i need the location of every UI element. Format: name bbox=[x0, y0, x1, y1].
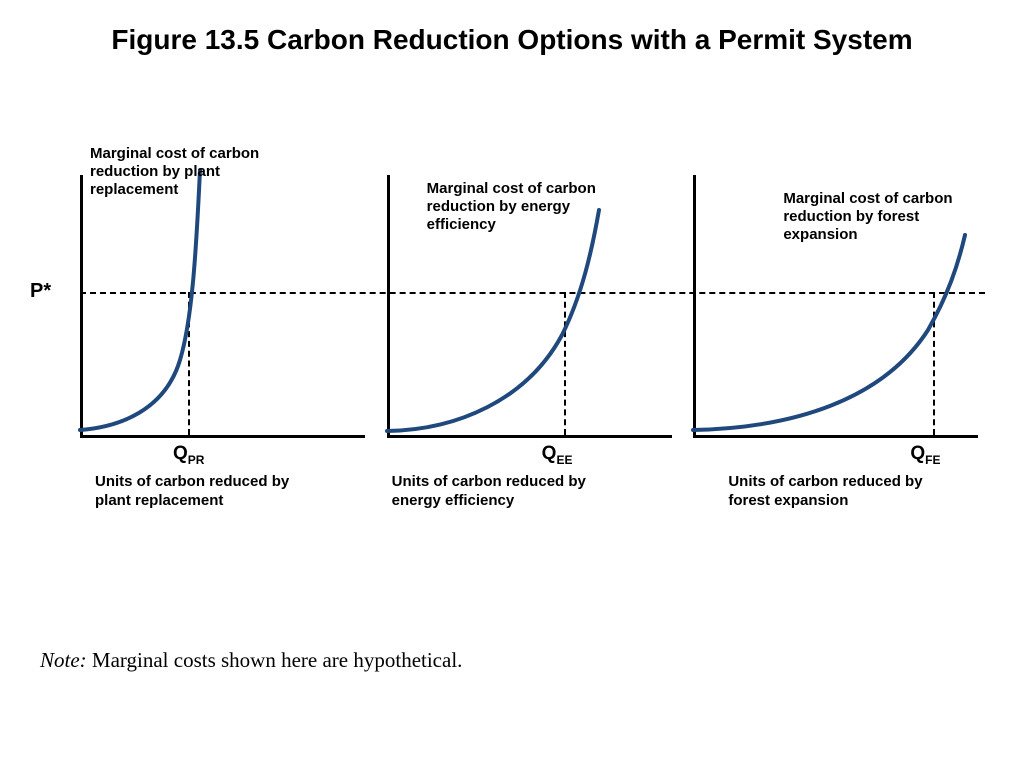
q-label-main: Q bbox=[542, 443, 557, 464]
x-axis-caption: Units of carbon reduced by forest expans… bbox=[728, 473, 938, 511]
marginal-cost-curve bbox=[80, 175, 365, 435]
note-text: Marginal costs shown here are hypothetic… bbox=[87, 648, 463, 672]
q-label-sub: EE bbox=[556, 453, 572, 467]
curve-label: Marginal cost of carbon reduction by for… bbox=[783, 190, 963, 244]
q-label-main: Q bbox=[910, 443, 925, 464]
curve-label: Marginal cost of carbon reduction by ene… bbox=[427, 180, 607, 234]
chart-plant-replacement: Marginal cost of carbon reduction by pla… bbox=[65, 175, 362, 435]
curve-label: Marginal cost of carbon reduction by pla… bbox=[90, 145, 270, 199]
q-label: QFE bbox=[910, 443, 940, 467]
x-axis-caption: Units of carbon reduced by plant replace… bbox=[95, 473, 305, 511]
charts-container: Marginal cost of carbon reduction by pla… bbox=[65, 175, 985, 505]
x-axis bbox=[387, 435, 672, 438]
q-label-main: Q bbox=[173, 443, 188, 464]
chart-energy-efficiency: Marginal cost of carbon reduction by ene… bbox=[372, 175, 669, 435]
q-label-sub: PR bbox=[188, 453, 205, 467]
footnote: Note: Marginal costs shown here are hypo… bbox=[40, 648, 462, 673]
x-axis-caption: Units of carbon reduced by energy effici… bbox=[392, 473, 602, 511]
x-axis bbox=[80, 435, 365, 438]
x-axis bbox=[693, 435, 978, 438]
chart-forest-expansion: Marginal cost of carbon reduction by for… bbox=[678, 175, 975, 435]
q-label: QPR bbox=[173, 443, 204, 467]
figure-title: Figure 13.5 Carbon Reduction Options wit… bbox=[0, 0, 1024, 57]
q-label: QEE bbox=[542, 443, 573, 467]
p-star-label: P* bbox=[30, 280, 51, 303]
q-label-sub: FE bbox=[925, 453, 940, 467]
note-prefix: Note: bbox=[40, 648, 87, 672]
